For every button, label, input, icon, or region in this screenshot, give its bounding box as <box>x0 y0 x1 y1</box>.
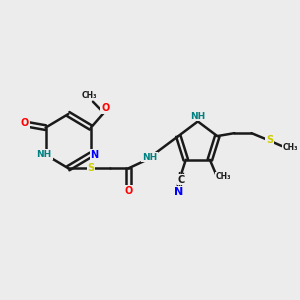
Text: N: N <box>174 187 183 196</box>
Text: O: O <box>21 118 29 128</box>
Text: O: O <box>124 186 133 196</box>
Text: CH₃: CH₃ <box>282 143 298 152</box>
Text: CH₃: CH₃ <box>81 91 97 100</box>
Text: NH: NH <box>142 153 157 162</box>
Text: S: S <box>266 135 273 145</box>
Text: NH: NH <box>37 150 52 159</box>
Text: N: N <box>90 150 98 160</box>
Text: NH: NH <box>190 112 206 121</box>
Text: CH₃: CH₃ <box>215 172 231 182</box>
Text: S: S <box>88 163 94 173</box>
Text: C: C <box>177 175 184 184</box>
Text: O: O <box>101 103 109 113</box>
